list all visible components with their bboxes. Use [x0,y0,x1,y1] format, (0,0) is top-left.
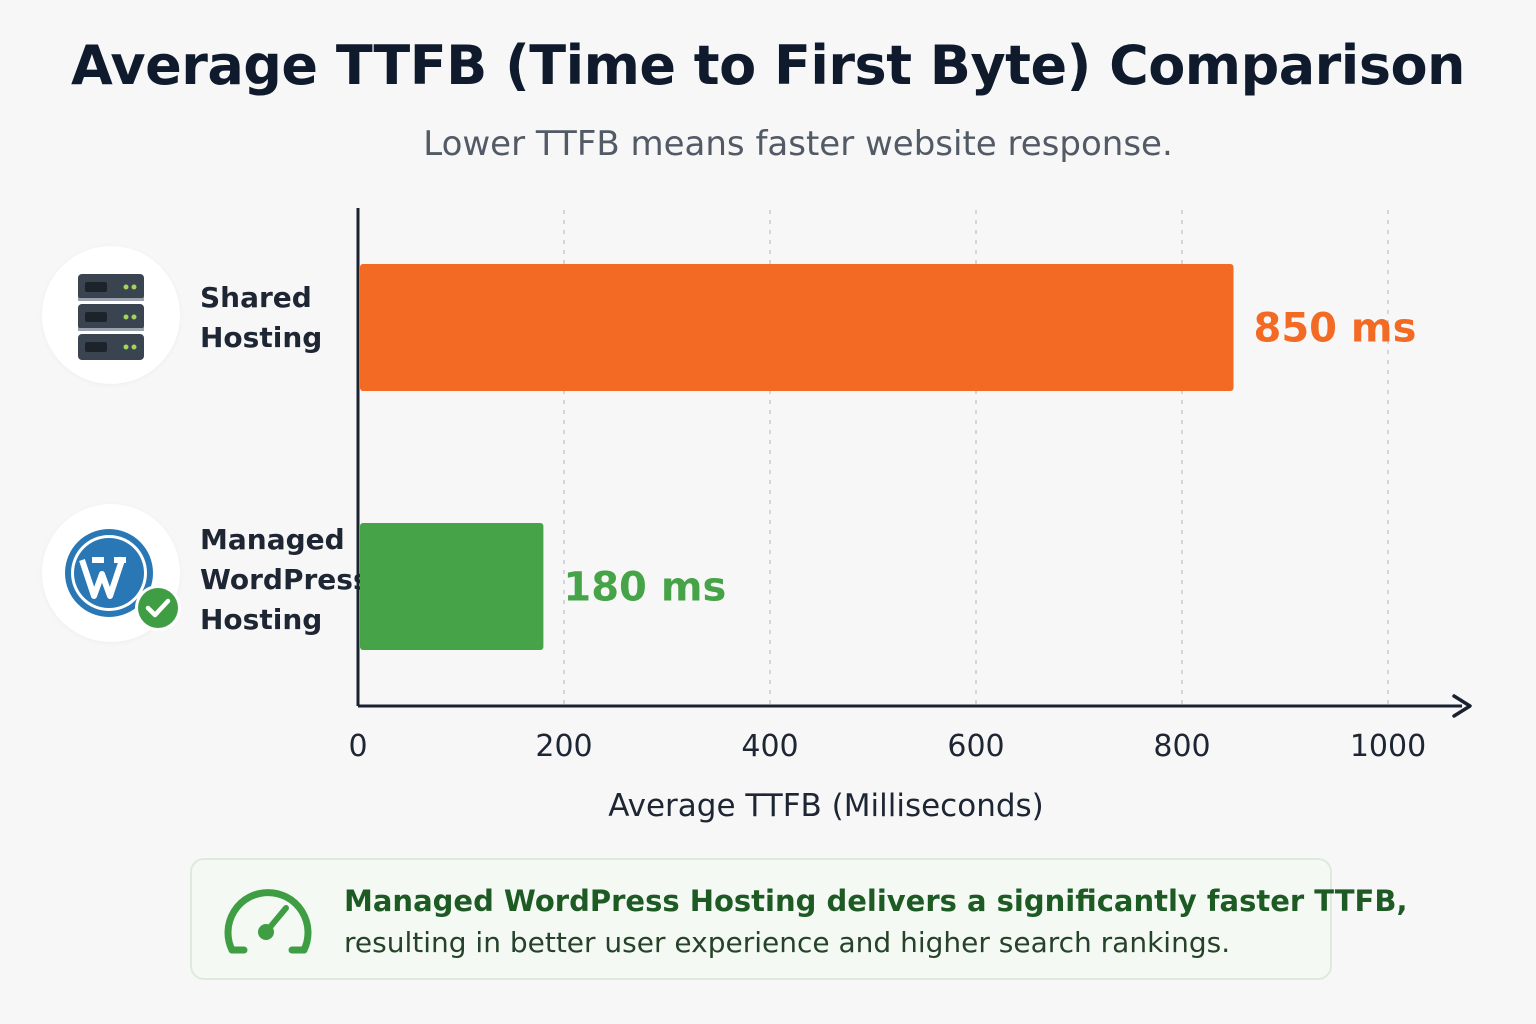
managed-wp-icon-badge [42,504,181,642]
chart-subtitle: Lower TTFB means faster website response… [423,124,1173,164]
x-axis-arrow [1452,694,1472,718]
insight-callout: Managed WordPress Hosting delivers a sig… [190,858,1407,980]
category-label-managed: Managed WordPress Hosting [200,523,370,636]
category-label-shared: Shared Hosting [200,281,323,354]
server-rack-icon [78,274,144,360]
chart-title: Average TTFB (Time to First Byte) Compar… [71,34,1466,97]
x-tick-label-400: 400 [741,729,798,764]
insight-text-line2: resulting in better user experience and … [344,926,1231,959]
x-tick-label-200: 200 [535,729,592,764]
wordpress-check-icon [65,529,181,631]
insight-text-line1: Managed WordPress Hosting delivers a sig… [344,884,1408,918]
x-tick-label-1000: 1000 [1350,729,1426,764]
bar-shared-hosting [360,264,1234,391]
bar-managed-wordpress [360,523,544,650]
shared-hosting-icon-badge [42,246,180,384]
value-label-shared-hosting: 850 ms [1254,306,1417,352]
x-tick-label-600: 600 [947,729,1004,764]
x-tick-label-0: 0 [348,729,367,764]
x-tick-label-800: 800 [1153,729,1210,764]
value-label-managed-wordpress: 180 ms [563,565,726,611]
speedometer-icon [224,889,312,954]
x-axis-label: Average TTFB (Milliseconds) [608,788,1044,824]
